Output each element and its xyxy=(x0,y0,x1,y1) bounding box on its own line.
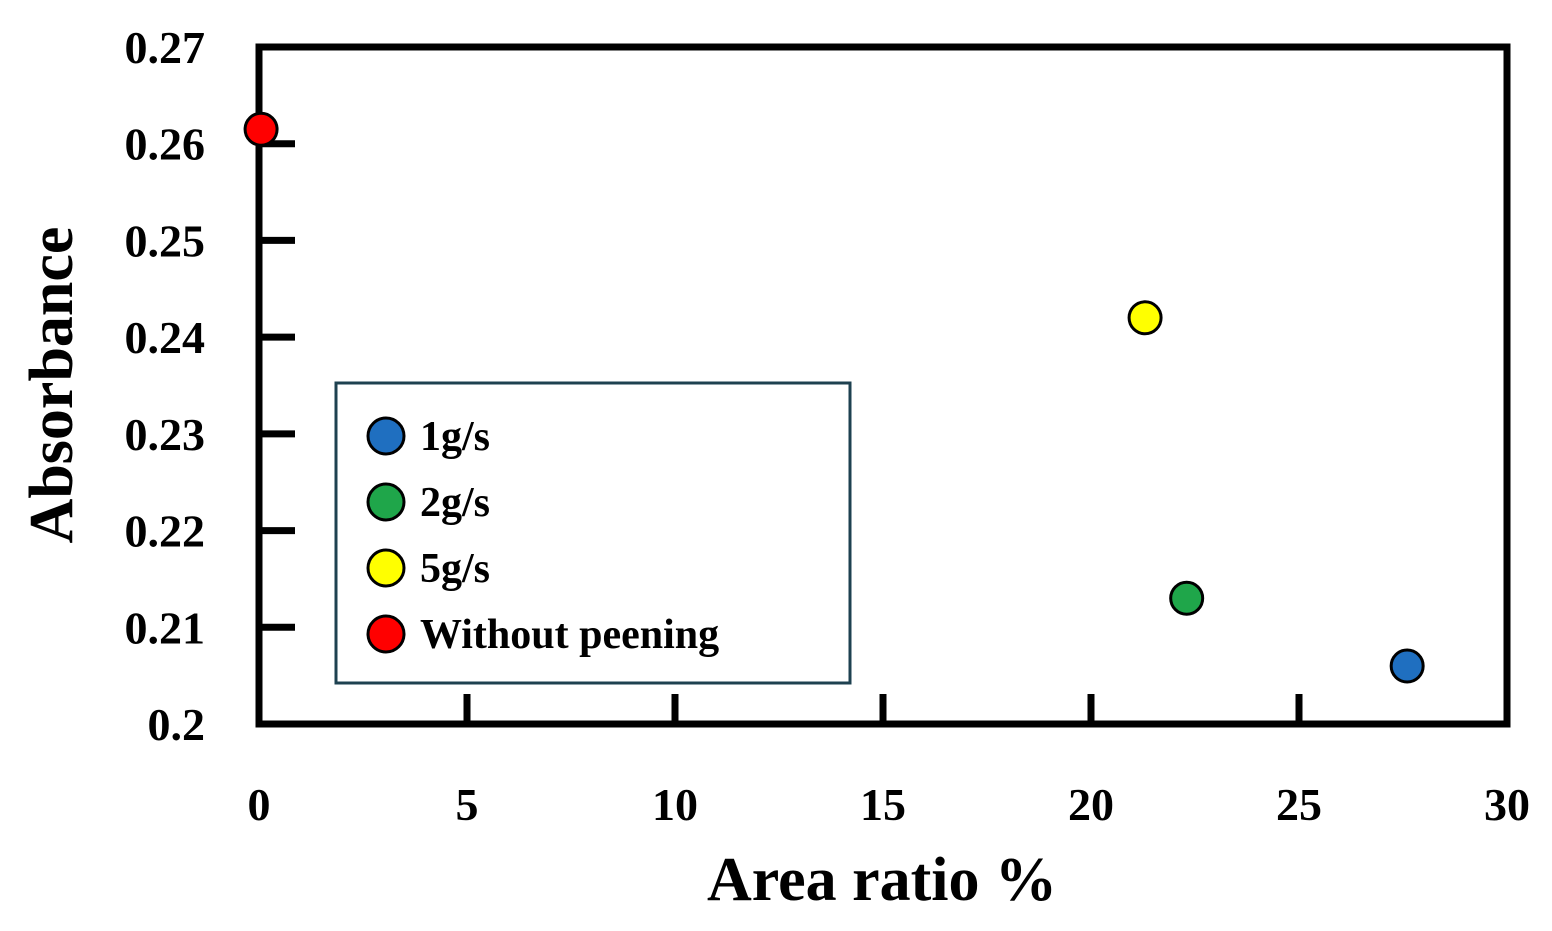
y-tick-label: 0.26 xyxy=(125,119,206,170)
legend-marker xyxy=(366,614,406,654)
legend-label: 2g/s xyxy=(420,480,490,526)
data-point-5g-s xyxy=(1127,300,1163,336)
legend-items: 1g/s 2g/s 5g/s Without peening xyxy=(366,414,719,658)
legend: 1g/s 2g/s 5g/s Without peening xyxy=(334,381,852,685)
x-tick-label: 20 xyxy=(1068,779,1114,830)
x-axis-title: Area ratio % xyxy=(707,846,1057,914)
x-tick-label: 30 xyxy=(1484,779,1530,830)
legend-label: 5g/s xyxy=(420,546,490,592)
x-tick-label: 0 xyxy=(248,779,271,830)
y-axis-title: Absorbance xyxy=(18,227,86,544)
legend-marker xyxy=(366,548,406,588)
y-tick-label: 0.2 xyxy=(148,699,206,750)
legend-label: 1g/s xyxy=(420,414,490,460)
y-tick-label: 0.22 xyxy=(125,506,206,557)
legend-marker xyxy=(366,416,406,456)
legend-label: Without peening xyxy=(420,612,719,658)
plot-frame xyxy=(255,43,1511,728)
x-tick-labels: 0 5 10 15 20 25 30 xyxy=(248,779,1531,830)
x-tick-label: 25 xyxy=(1276,779,1322,830)
y-tick-label: 0.23 xyxy=(125,409,206,460)
legend-box xyxy=(334,381,852,685)
y-tick-label: 0.27 xyxy=(125,22,206,73)
x-tick-label: 15 xyxy=(860,779,906,830)
x-tick-label: 10 xyxy=(652,779,698,830)
y-tick-labels: 0.2 0.21 0.22 0.23 0.24 0.25 0.26 0.27 xyxy=(125,22,206,750)
x-tick-label: 5 xyxy=(456,779,479,830)
y-tick-label: 0.21 xyxy=(125,602,206,653)
data-point-1g-s xyxy=(1389,648,1425,684)
y-tick-label: 0.24 xyxy=(125,312,206,363)
data-point-2g-s xyxy=(1169,580,1205,616)
legend-marker xyxy=(366,482,406,522)
data-point-without-peening xyxy=(243,111,279,147)
points-layer xyxy=(243,111,1425,684)
y-tick-label: 0.25 xyxy=(125,215,206,266)
